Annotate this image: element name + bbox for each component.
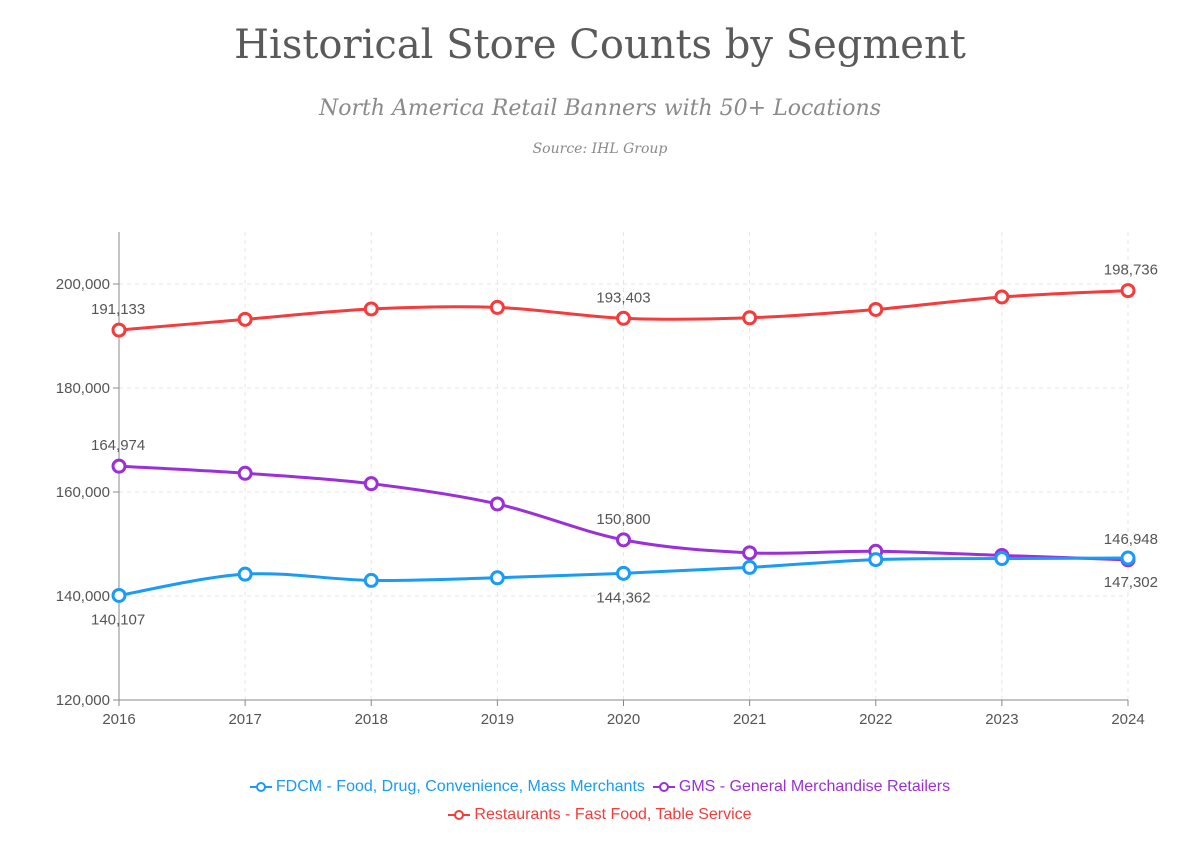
data-label: 150,800 [596,511,650,528]
x-tick-label: 2020 [607,711,640,728]
x-tick-label: 2022 [859,711,892,728]
data-label: 140,107 [91,611,145,628]
x-tick-label: 2018 [355,711,388,728]
legend-item[interactable]: FDCM - Food, Drug, Convenience, Mass Mer… [249,778,645,796]
data-point [363,572,379,588]
data-point [616,565,631,581]
legend-marker-icon [249,782,272,792]
data-point [489,496,505,512]
chart-source: Source: IHL Group [532,141,668,157]
legend-row: FDCM - Food, Drug, Convenience, Mass Mer… [0,778,1200,798]
data-point [994,551,1010,567]
data-point [111,458,127,474]
data-label: 191,133 [91,301,145,318]
legend-marker-icon [448,810,471,820]
data-point [237,566,253,582]
data-point [489,299,505,315]
data-label: 198,736 [1104,262,1158,279]
data-label: 144,362 [596,589,650,606]
legend-item[interactable]: Restaurants - Fast Food, Table Service [448,806,752,824]
legend-label: Restaurants - Fast Food, Table Service [474,806,752,823]
data-point [363,301,379,317]
x-tick-label: 2023 [985,711,1018,728]
data-point [111,322,127,338]
data-point [1120,550,1136,566]
data-label: 146,948 [1104,531,1158,548]
data-point [742,559,758,575]
data-label: 147,302 [1104,574,1158,591]
data-point [489,570,505,586]
data-point [742,545,758,561]
legend-marker-icon [652,782,675,792]
data-point [616,532,631,548]
x-tick-label: 2021 [733,711,766,728]
data-point [616,310,631,326]
data-point [237,465,253,481]
data-point [111,587,127,603]
data-point [742,310,758,326]
y-tick-label: 140,000 [56,588,110,605]
data-point [237,311,253,327]
y-tick-label: 120,000 [56,692,110,709]
data-label: 164,974 [91,437,145,454]
x-tick-label: 2024 [1111,711,1144,728]
x-tick-label: 2017 [228,711,261,728]
data-point [994,289,1010,305]
data-label: 193,403 [596,289,650,306]
legend-row: Restaurants - Fast Food, Table Service [0,806,1200,826]
y-tick-label: 180,000 [56,380,110,397]
chart-title: Historical Store Counts by Segment [234,22,966,68]
x-tick-label: 2016 [102,711,135,728]
y-tick-label: 160,000 [56,484,110,501]
data-point [363,476,379,492]
data-point [868,301,884,317]
data-point [1120,283,1136,299]
legend-item[interactable]: GMS - General Merchandise Retailers [652,778,951,796]
y-tick-label: 200,000 [56,276,110,293]
chart-subtitle: North America Retail Banners with 50+ Lo… [319,96,881,121]
x-tick-label: 2019 [481,711,514,728]
data-point [868,552,884,568]
legend-label: FDCM - Food, Drug, Convenience, Mass Mer… [275,778,645,795]
legend-label: GMS - General Merchandise Retailers [678,778,951,795]
